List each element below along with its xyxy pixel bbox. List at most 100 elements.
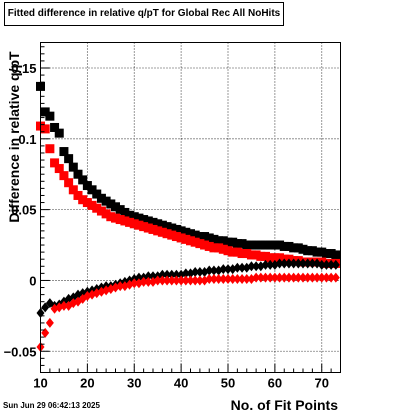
series-2-point bbox=[266, 259, 275, 270]
x-tick-label: 20 bbox=[80, 376, 94, 391]
series-3-point bbox=[158, 275, 167, 286]
series-0-point bbox=[209, 234, 219, 244]
series-0-point bbox=[284, 241, 294, 251]
series-1-point bbox=[186, 236, 195, 246]
x-tick-label: 40 bbox=[174, 376, 188, 391]
series-1-point bbox=[265, 253, 275, 263]
series-2-point bbox=[149, 271, 157, 282]
series-3-point bbox=[308, 272, 317, 283]
series-3-point bbox=[275, 272, 284, 283]
y-tick-label: −0.05 bbox=[4, 344, 37, 359]
series-3-point bbox=[303, 272, 312, 283]
series-2-point bbox=[191, 266, 200, 277]
series-2-point bbox=[144, 271, 153, 282]
series-1-point bbox=[246, 250, 256, 260]
series-0-point bbox=[96, 193, 106, 203]
series-3-point bbox=[172, 275, 181, 286]
series-0-point bbox=[87, 185, 97, 195]
chart-title: Fitted difference in relative q/pT for G… bbox=[7, 8, 281, 19]
series-3-point bbox=[195, 275, 204, 286]
series-3-point bbox=[280, 272, 289, 283]
series-3-point bbox=[59, 300, 68, 311]
series-3-point bbox=[327, 272, 336, 283]
series-0-point bbox=[256, 240, 266, 250]
series-1-point bbox=[251, 250, 261, 260]
series-0-point bbox=[153, 219, 163, 229]
series-3-point bbox=[233, 274, 242, 285]
series-2-point bbox=[317, 259, 326, 270]
series-1-point bbox=[82, 198, 92, 208]
series-3-point bbox=[144, 276, 153, 287]
x-tick-label: 60 bbox=[268, 376, 282, 391]
series-0-point bbox=[214, 236, 224, 246]
x-tick-label: 50 bbox=[221, 376, 235, 391]
series-2-point bbox=[172, 269, 181, 280]
series-2-point bbox=[294, 258, 303, 269]
series-1-point bbox=[54, 164, 64, 174]
series-0-point bbox=[298, 244, 308, 254]
series-1-point bbox=[171, 232, 181, 242]
series-1-point bbox=[204, 241, 214, 251]
series-0-point bbox=[111, 202, 120, 212]
series-1-point bbox=[242, 249, 252, 259]
series-0-point bbox=[82, 181, 92, 191]
series-2-point bbox=[163, 269, 172, 280]
series-2-point bbox=[238, 262, 247, 273]
series-0-point bbox=[45, 111, 55, 121]
series-1-point bbox=[125, 217, 135, 227]
series-3-point bbox=[219, 274, 228, 285]
series-3-point bbox=[177, 275, 186, 286]
plot-area bbox=[40, 42, 341, 373]
series-1-point bbox=[153, 226, 163, 236]
series-3-point bbox=[130, 278, 139, 289]
series-0-point bbox=[289, 243, 299, 253]
series-2-point bbox=[299, 258, 307, 269]
series-1-point bbox=[261, 251, 270, 261]
series-2-point bbox=[158, 269, 167, 280]
y-tick-label: 0.15 bbox=[11, 61, 36, 76]
series-2-point bbox=[289, 258, 298, 269]
series-3-point bbox=[214, 274, 223, 285]
series-1-point bbox=[78, 195, 88, 205]
series-2-point bbox=[322, 259, 331, 270]
series-1-point bbox=[139, 222, 149, 232]
series-0-point bbox=[190, 230, 200, 240]
series-0-point bbox=[261, 240, 270, 250]
series-0-point bbox=[307, 246, 317, 256]
y-tick-label: 0 bbox=[29, 273, 36, 288]
series-0-point bbox=[68, 162, 78, 172]
series-2-point bbox=[284, 258, 293, 269]
series-0-point bbox=[312, 247, 322, 257]
series-1-point bbox=[214, 243, 224, 253]
y-axis-label: Difference in relative q/pT bbox=[6, 51, 22, 223]
series-1-point bbox=[176, 233, 186, 243]
chart-title-box: Fitted difference in relative q/pT for G… bbox=[4, 2, 284, 26]
series-2-point bbox=[167, 269, 176, 280]
series-0-point bbox=[242, 240, 252, 250]
series-0-point bbox=[223, 237, 233, 247]
series-0-point bbox=[92, 189, 102, 199]
series-2-point bbox=[261, 259, 270, 270]
series-0-point bbox=[101, 196, 111, 206]
series-0-point bbox=[265, 240, 275, 250]
series-3-point bbox=[317, 272, 326, 283]
series-3-point bbox=[228, 274, 237, 285]
timestamp: Sun Jun 29 06:42:13 2025 bbox=[3, 401, 100, 410]
series-1-point bbox=[50, 158, 60, 168]
series-3-point bbox=[163, 275, 172, 286]
series-0-point bbox=[59, 147, 69, 157]
series-2-point bbox=[134, 272, 143, 283]
series-2-point bbox=[181, 268, 190, 279]
series-0-point bbox=[64, 154, 74, 164]
series-1-point bbox=[209, 243, 219, 253]
axis-ticks: 10 20 30 40 50 60 70 −0.05 0 0.05 0.1 0.15 bbox=[4, 46, 341, 391]
series-0-point bbox=[279, 241, 289, 251]
series-3-point bbox=[205, 274, 214, 285]
series-2-point bbox=[303, 258, 312, 269]
series-0-point bbox=[331, 250, 341, 260]
series-0-point bbox=[237, 239, 247, 249]
series-0-point bbox=[120, 207, 130, 217]
x-tick-label: 30 bbox=[127, 376, 141, 391]
series-3-point bbox=[181, 275, 190, 286]
